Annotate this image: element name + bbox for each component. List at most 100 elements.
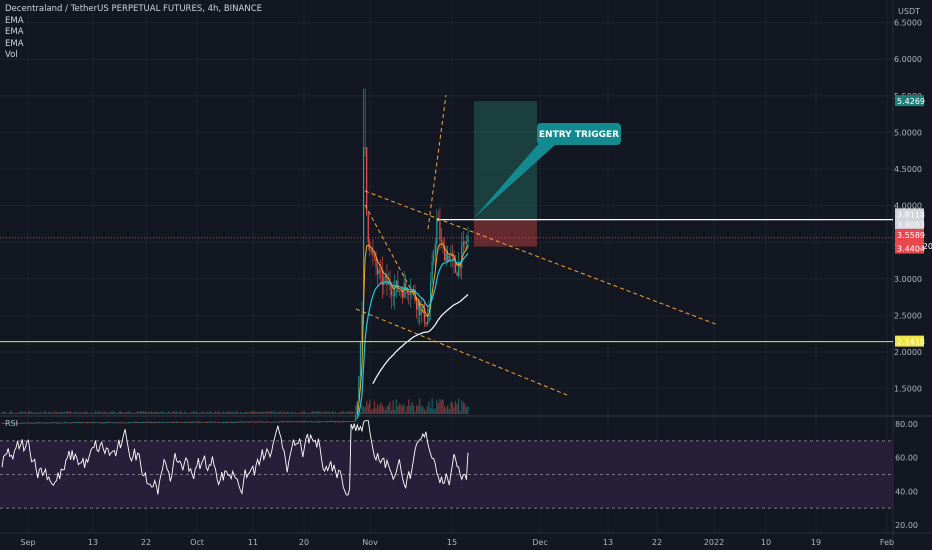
- candle-body: [154, 422, 156, 423]
- callout-pointer: [474, 141, 555, 218]
- candle-body: [278, 421, 281, 423]
- volume-bar: [105, 412, 108, 414]
- time-tick-label: 19: [811, 538, 821, 547]
- volume-bar: [394, 409, 396, 414]
- price-badge-entry: [895, 218, 924, 230]
- entry-trigger-callout[interactable]: ENTRY TRIGGER: [474, 123, 621, 218]
- volume-bar: [6, 412, 8, 414]
- candle-body: [260, 421, 262, 423]
- volume-bar: [91, 412, 93, 414]
- candle-body: [219, 422, 221, 423]
- indicator-ema-3[interactable]: EMA: [5, 38, 24, 49]
- trend-drawings: [0, 94, 893, 396]
- indicator-volume[interactable]: Vol: [5, 50, 18, 60]
- volume-bar: [334, 412, 337, 414]
- volume-bar: [411, 401, 413, 414]
- volume-bar: [342, 411, 344, 414]
- candle-body: [169, 421, 171, 423]
- volume-bar: [193, 411, 195, 414]
- candle-body: [401, 291, 404, 298]
- volume-bar: [221, 412, 223, 414]
- volume-bar: [136, 411, 139, 414]
- candle-body: [9, 422, 11, 424]
- price-tick-label: 5.0000: [894, 128, 922, 137]
- candle-body: [158, 422, 161, 423]
- volume-bar: [235, 411, 237, 414]
- ema-mid-line: [356, 252, 469, 419]
- volume-bar: [98, 411, 100, 414]
- candle-body: [258, 421, 260, 423]
- candle-body: [377, 267, 379, 274]
- candle-body: [35, 422, 37, 424]
- volume-bar: [264, 411, 266, 414]
- volume-bar: [194, 411, 196, 414]
- candle-body: [439, 221, 441, 241]
- volume-bar: [289, 412, 291, 414]
- candle-body: [91, 422, 93, 424]
- candle-body: [71, 422, 73, 424]
- volume-bar: [55, 411, 58, 414]
- candle-body: [454, 260, 457, 273]
- candle-body: [344, 421, 346, 423]
- volume-bar: [129, 411, 131, 414]
- volume-bar: [80, 412, 83, 414]
- indicator-ema-1[interactable]: EMA: [5, 15, 24, 26]
- volume-bar: [440, 400, 443, 414]
- volume-bar: [464, 403, 466, 414]
- volume-bar: [138, 411, 140, 414]
- candle-body: [183, 422, 185, 423]
- volume-bar: [422, 406, 424, 414]
- candle-body: [236, 421, 238, 423]
- candle-body: [143, 422, 145, 423]
- volume-bar: [261, 411, 263, 414]
- candle-body: [322, 421, 324, 423]
- volume-bar: [48, 411, 50, 414]
- volume-bar: [40, 411, 42, 414]
- volume-bar: [467, 406, 469, 414]
- volume-bar: [16, 412, 19, 414]
- candle-body: [69, 422, 72, 424]
- volume-bar: [387, 405, 390, 414]
- candle-body: [464, 241, 466, 244]
- volume-bar: [199, 412, 201, 414]
- volume-bar: [462, 402, 464, 414]
- candle-body: [400, 291, 402, 292]
- volume-bar: [255, 411, 257, 414]
- volume-bar: [425, 410, 427, 414]
- symbol-title[interactable]: Decentraland / TetherUS PERPETUAL FUTURE…: [5, 4, 263, 14]
- candle-body: [238, 421, 240, 423]
- volume-bar: [52, 412, 55, 414]
- volume-bar: [417, 405, 419, 414]
- indicator-ema-2[interactable]: EMA: [5, 27, 24, 37]
- candle-body: [45, 422, 47, 424]
- candle-body: [405, 282, 407, 289]
- volume-bar: [205, 412, 207, 414]
- candle-body: [271, 421, 273, 423]
- candle-body: [325, 421, 327, 423]
- volume-bar: [104, 411, 106, 414]
- volume-bar: [155, 411, 157, 414]
- candle-body: [375, 257, 377, 268]
- volume-bar: [230, 411, 232, 414]
- volume-bar: [377, 403, 379, 414]
- volume-bar: [211, 412, 214, 414]
- time-tick-label: Feb: [880, 538, 894, 547]
- volume-bar: [66, 411, 69, 414]
- volume-bar: [367, 404, 369, 414]
- volume-bar: [244, 412, 246, 414]
- candle-body: [359, 343, 362, 377]
- candle-body: [2, 423, 5, 424]
- candle-body: [124, 422, 126, 424]
- candle-body: [225, 422, 228, 423]
- candle-body: [292, 421, 295, 423]
- candle-body: [423, 305, 425, 323]
- candle-body: [436, 218, 438, 244]
- candle-body: [197, 421, 199, 423]
- volume-bar: [143, 411, 145, 414]
- candle-body: [112, 422, 114, 424]
- candle-body: [420, 307, 422, 315]
- candle-body: [186, 421, 189, 423]
- time-tick-label: 11: [248, 538, 258, 547]
- volume-bar: [149, 411, 151, 414]
